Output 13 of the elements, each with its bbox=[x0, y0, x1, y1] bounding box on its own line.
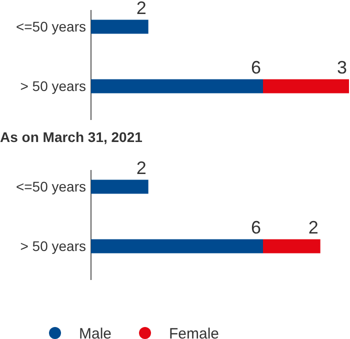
data-label: 6 bbox=[250, 217, 261, 238]
y-tick-label: > 50 years bbox=[20, 78, 86, 94]
legend-label: Female bbox=[169, 325, 220, 339]
y-tick-label: > 50 years bbox=[20, 238, 86, 254]
data-label: 2 bbox=[308, 217, 318, 238]
legend-label: Male bbox=[79, 325, 112, 339]
y-tick-label: <=50 years bbox=[16, 178, 86, 195]
data-label: 6 bbox=[250, 57, 261, 78]
data-label: 3 bbox=[336, 57, 347, 78]
data-label: 2 bbox=[136, 0, 146, 18]
chart-title: As on March 31, 2021 bbox=[0, 129, 143, 145]
data-label: 2 bbox=[136, 158, 146, 178]
y-tick-label: <=50 years bbox=[16, 18, 86, 35]
